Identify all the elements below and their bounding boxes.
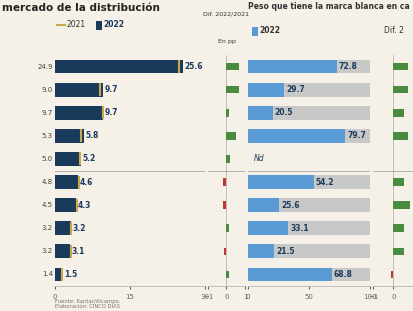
Bar [55, 60, 183, 73]
Text: 0: 0 [250, 225, 254, 231]
Bar [390, 271, 392, 278]
Text: 33.1: 33.1 [290, 224, 308, 233]
Bar [247, 106, 272, 120]
Bar [392, 86, 407, 94]
Bar [247, 60, 336, 73]
Text: 25.6: 25.6 [184, 62, 202, 71]
Text: 5.0: 5.0 [42, 156, 53, 162]
Bar [226, 63, 239, 70]
Bar [247, 221, 288, 235]
Text: 21.5: 21.5 [275, 247, 294, 256]
Bar [55, 175, 78, 189]
Bar [247, 244, 369, 258]
Text: 3.2: 3.2 [42, 248, 53, 254]
Bar [247, 175, 313, 189]
Bar [247, 198, 369, 212]
Text: 79.7: 79.7 [346, 131, 365, 140]
Text: 0.5: 0.5 [250, 133, 261, 139]
Text: 3.1: 3.1 [72, 247, 85, 256]
Text: 1.4: 1.4 [42, 272, 53, 277]
Bar [55, 198, 76, 212]
Bar [55, 221, 71, 235]
Text: 0: 0 [250, 110, 254, 116]
Text: 20.5: 20.5 [274, 108, 293, 117]
Text: En pp: En pp [217, 39, 235, 44]
Text: 54.2: 54.2 [315, 178, 334, 187]
Bar [247, 175, 369, 189]
Text: -0.1: -0.1 [250, 248, 263, 254]
Bar [55, 83, 103, 97]
Bar [247, 221, 369, 235]
Bar [222, 178, 226, 186]
Text: 72.8: 72.8 [338, 62, 357, 71]
Text: 4.3: 4.3 [78, 201, 91, 210]
Bar [55, 106, 103, 120]
Text: 5.2: 5.2 [82, 155, 95, 164]
Text: 3.2: 3.2 [42, 225, 53, 231]
Text: 5.3: 5.3 [42, 133, 53, 139]
Text: 25.6: 25.6 [280, 201, 299, 210]
Bar [247, 267, 369, 281]
Bar [55, 244, 70, 258]
Bar [226, 109, 228, 117]
Bar [55, 267, 62, 281]
Bar [392, 63, 407, 70]
Text: 0.1: 0.1 [250, 272, 261, 277]
Text: 4.5: 4.5 [42, 202, 53, 208]
Text: 2022: 2022 [259, 26, 280, 35]
Text: Peso que tiene la marca blanca en ca: Peso que tiene la marca blanca en ca [247, 2, 409, 11]
Text: 4.8: 4.8 [42, 179, 53, 185]
Text: 29.7: 29.7 [285, 85, 304, 94]
Text: 4.6: 4.6 [79, 178, 93, 187]
Text: 0.7: 0.7 [250, 87, 261, 93]
Bar [247, 129, 344, 143]
Bar [226, 132, 235, 140]
Bar [247, 198, 278, 212]
Text: 9.0: 9.0 [42, 87, 53, 93]
Bar [247, 106, 369, 120]
Text: Nd: Nd [254, 155, 264, 164]
Bar [226, 271, 228, 278]
Text: 0.7: 0.7 [250, 63, 261, 70]
Text: -0.2: -0.2 [250, 202, 263, 208]
Text: Dif. 2: Dif. 2 [382, 26, 402, 35]
Bar [55, 152, 81, 166]
Text: mercado de la distribución: mercado de la distribución [2, 3, 159, 13]
Text: 2021: 2021 [66, 20, 85, 29]
Bar [392, 248, 403, 255]
Text: 2022: 2022 [104, 20, 125, 29]
Text: 9.7: 9.7 [105, 108, 118, 117]
Text: 24.9: 24.9 [38, 63, 53, 70]
Bar [247, 60, 369, 73]
Bar [392, 225, 403, 232]
Text: 68.8: 68.8 [333, 270, 352, 279]
Bar [247, 83, 284, 97]
Text: 9.7: 9.7 [42, 110, 53, 116]
Text: 9.7: 9.7 [105, 85, 118, 94]
Bar [247, 83, 369, 97]
Bar [226, 86, 239, 94]
Text: Fuente: Kantar/Alcampo.
Elaboración: CINCO DÍAS: Fuente: Kantar/Alcampo. Elaboración: CIN… [55, 299, 120, 309]
Text: 0.2: 0.2 [250, 156, 261, 162]
Bar [55, 129, 84, 143]
Text: -0.2: -0.2 [250, 179, 263, 185]
Bar [247, 244, 273, 258]
Bar [392, 201, 409, 209]
Bar [392, 178, 403, 186]
Bar [392, 132, 407, 140]
Text: 5.8: 5.8 [85, 131, 99, 140]
Text: 1.5: 1.5 [64, 270, 77, 279]
Bar [222, 201, 226, 209]
Bar [392, 109, 403, 117]
Bar [224, 248, 226, 255]
Bar [247, 129, 369, 143]
Bar [226, 225, 228, 232]
Text: 3.2: 3.2 [72, 224, 85, 233]
Bar [247, 267, 331, 281]
Bar [226, 155, 230, 163]
Text: Dif. 2022/2021: Dif. 2022/2021 [203, 11, 249, 16]
